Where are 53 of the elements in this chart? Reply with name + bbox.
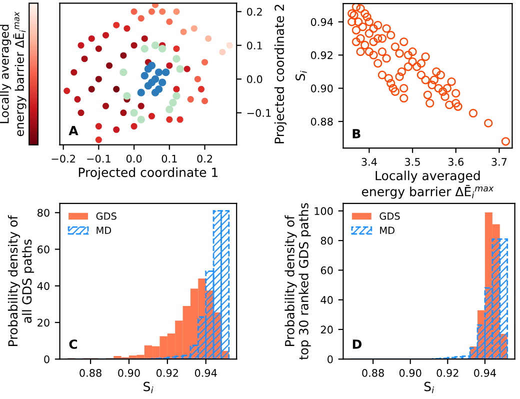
x-tick-label: 3.5: [405, 158, 420, 166]
x-tick-label: 0.0: [126, 154, 142, 163]
x-tick-label: 0.92: [436, 369, 458, 377]
x-axis-title: Projected coordinate 1: [78, 167, 218, 180]
x-tick-label: 0.94: [194, 369, 217, 377]
x-tick-label: 3.6: [448, 158, 464, 166]
y-tick-label: 80: [320, 236, 333, 245]
y-tick-label: 100: [314, 207, 333, 216]
x-tick-label: 3.4: [362, 158, 377, 166]
y-tick-label: 20: [320, 326, 333, 334]
x-tick-label: 0.1: [162, 154, 177, 163]
y-tick-label: 0.88: [310, 118, 333, 126]
color-bar-title: Locally averaged energy barrier ΔĒ$_{i}$$^{max}$: [0, 12, 26, 136]
y-tick-label: 0: [328, 355, 333, 364]
y-tick-label: 0.94: [310, 18, 333, 26]
legend-label: GDS: [380, 212, 400, 220]
legend-label: MD: [96, 226, 112, 234]
y-tick-label: 0.1: [247, 42, 262, 50]
annotation: B: [352, 129, 360, 138]
x-tick-label: 0.94: [474, 369, 496, 377]
x-tick-label: 0.92: [156, 369, 178, 377]
y-tick-label: 60: [38, 245, 50, 254]
y-axis-title: S$_{i}$: [296, 70, 307, 80]
x-axis-title: Locally averaged energy barrier ΔĒ$_{i}$$^{max}$: [362, 170, 494, 199]
y-tick-label: 0: [44, 355, 50, 364]
y-tick-label: 0.90: [310, 84, 333, 92]
y-tick-label: 80: [38, 208, 50, 217]
y-tick-label: 40: [37, 282, 50, 290]
y-axis-title: Probability density of top 30 ranked GDS paths: [284, 203, 311, 360]
y-tick-label: 0.0: [247, 75, 262, 84]
annotation: D: [352, 340, 362, 349]
annotation: C: [69, 339, 78, 349]
x-tick-label: −0.2: [52, 154, 75, 163]
x-tick-label: 0.90: [118, 369, 140, 377]
y-axis-title: Probability density of all GDS paths: [8, 215, 34, 346]
y-tick-label: 20: [38, 318, 50, 327]
y-tick-label: −0.1: [247, 109, 271, 117]
x-axis-title: S$_{i}$: [144, 382, 154, 394]
x-tick-label: 0.90: [399, 369, 422, 377]
y-tick-label: 40: [320, 296, 333, 304]
x-tick-label: 3.7: [492, 158, 507, 166]
y-tick-label: 60: [320, 266, 333, 274]
x-tick-label: 0.88: [80, 369, 102, 377]
x-tick-label: 0.2: [197, 154, 212, 163]
y-axis-title: Projected coordinate 2: [274, 4, 286, 144]
legend-label: GDS: [96, 212, 116, 220]
x-axis-title: S$_{i}$: [424, 382, 434, 394]
x-tick-label: −0.1: [87, 154, 110, 163]
y-tick-label: 0.92: [310, 51, 332, 60]
x-tick-label: 0.88: [362, 369, 384, 377]
legend-label: MD: [380, 226, 394, 234]
y-tick-label: 0.2: [247, 8, 262, 16]
annotation: A: [68, 126, 78, 136]
